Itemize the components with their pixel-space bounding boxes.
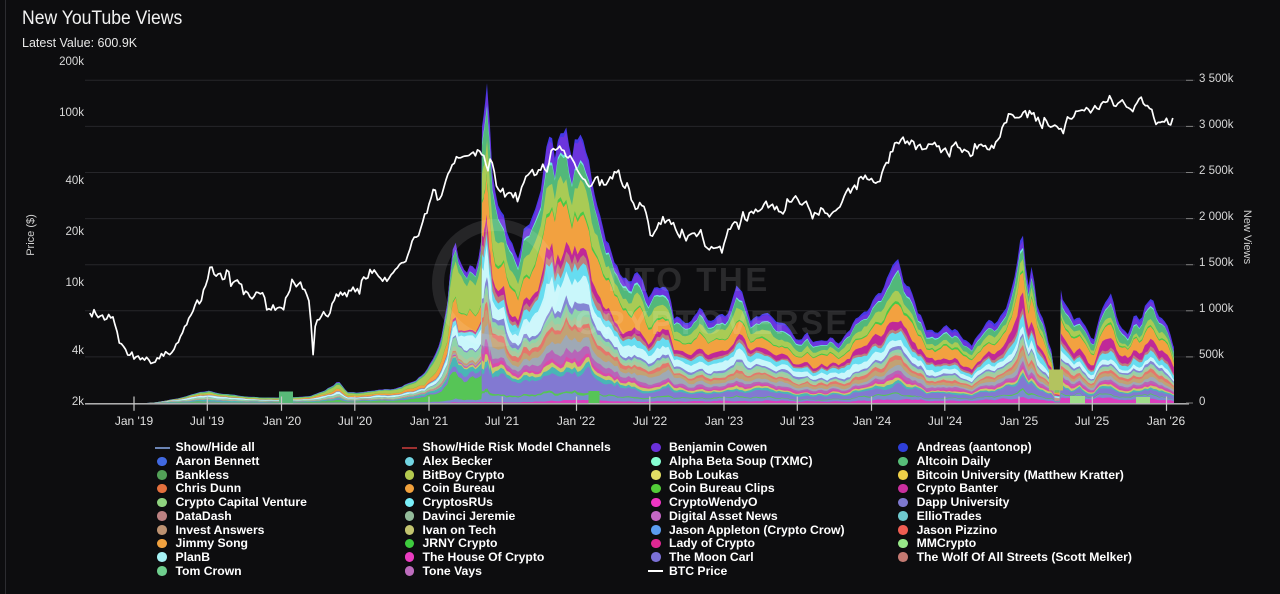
svg-text:CRYPTOVERSE: CRYPTOVERSE <box>575 304 850 341</box>
svg-text:NTO THE: NTO THE <box>608 261 770 298</box>
